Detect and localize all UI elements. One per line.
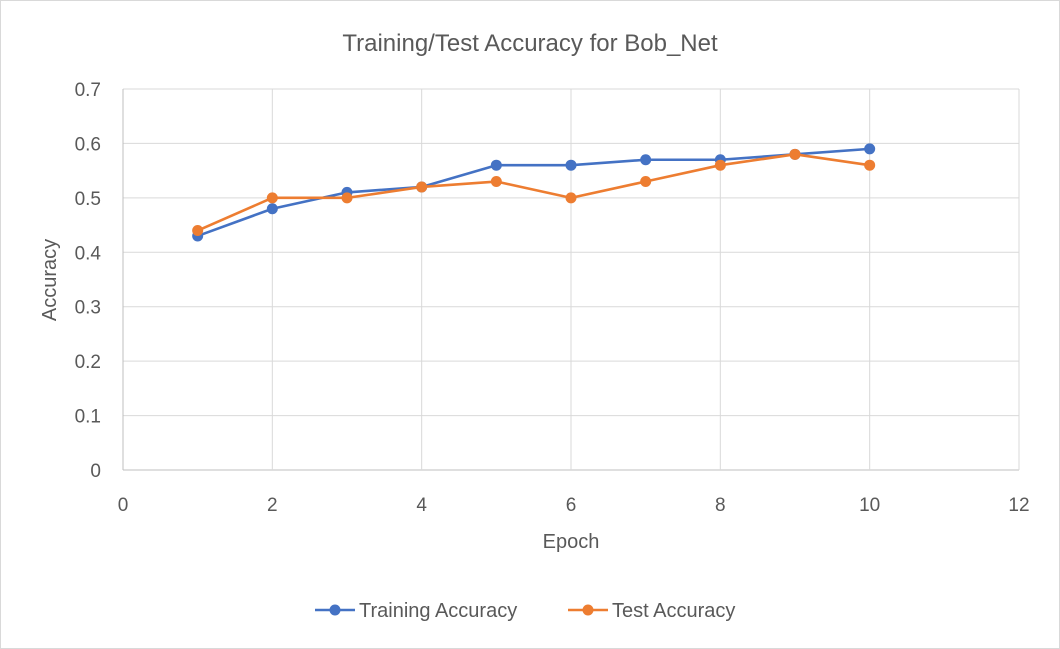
data-point <box>789 148 801 160</box>
data-point <box>490 176 502 188</box>
x-tick-label: 12 <box>1008 495 1029 516</box>
y-axis-title: Accuracy <box>39 239 61 321</box>
y-tick-label: 0.7 <box>75 80 101 101</box>
x-tick-label: 0 <box>118 495 129 516</box>
data-point <box>266 192 278 204</box>
legend-label: Test Accuracy <box>612 600 735 622</box>
data-point <box>266 203 278 215</box>
data-point <box>565 159 577 171</box>
legend-item: Training Accuracy <box>315 600 517 622</box>
x-tick-label: 2 <box>267 495 278 516</box>
x-axis-title: Epoch <box>543 531 600 553</box>
data-point <box>714 159 726 171</box>
data-point <box>192 225 204 237</box>
legend: Training Accuracy Test Accuracy <box>315 600 735 622</box>
data-point <box>565 192 577 204</box>
legend-marker-icon <box>582 604 594 616</box>
chart-title: Training/Test Accuracy for Bob_Net <box>342 30 718 57</box>
series-2 <box>192 148 876 237</box>
legend-item: Test Accuracy <box>568 600 735 622</box>
data-point <box>640 176 652 188</box>
y-tick-label: 0 <box>90 461 101 482</box>
series-layer <box>192 143 876 242</box>
y-tick-label: 0.3 <box>75 298 101 319</box>
y-tick-label: 0.1 <box>75 407 101 428</box>
y-tick-label: 0.2 <box>75 352 101 373</box>
y-tick-label: 0.5 <box>75 189 101 210</box>
data-point <box>416 181 428 193</box>
gridlines <box>122 88 1020 471</box>
data-point <box>864 159 876 171</box>
y-tick-label: 0.6 <box>75 134 101 155</box>
data-point <box>490 159 502 171</box>
x-tick-label: 8 <box>715 495 726 516</box>
data-point <box>640 154 652 166</box>
legend-label: Training Accuracy <box>359 600 517 622</box>
x-tick-label: 10 <box>859 495 880 516</box>
y-axis-ticks: 0 0.1 0.2 0.3 0.4 0.5 0.6 0.7 <box>75 80 102 482</box>
data-point <box>341 192 353 204</box>
legend-marker-icon <box>329 604 341 616</box>
x-tick-label: 4 <box>416 495 427 516</box>
series-line <box>197 147 870 238</box>
y-tick-label: 0.4 <box>75 243 102 264</box>
data-point <box>864 143 876 155</box>
x-tick-label: 6 <box>566 495 577 516</box>
series-line <box>197 153 870 232</box>
x-axis-ticks: 0 2 4 6 8 10 12 <box>118 495 1030 516</box>
